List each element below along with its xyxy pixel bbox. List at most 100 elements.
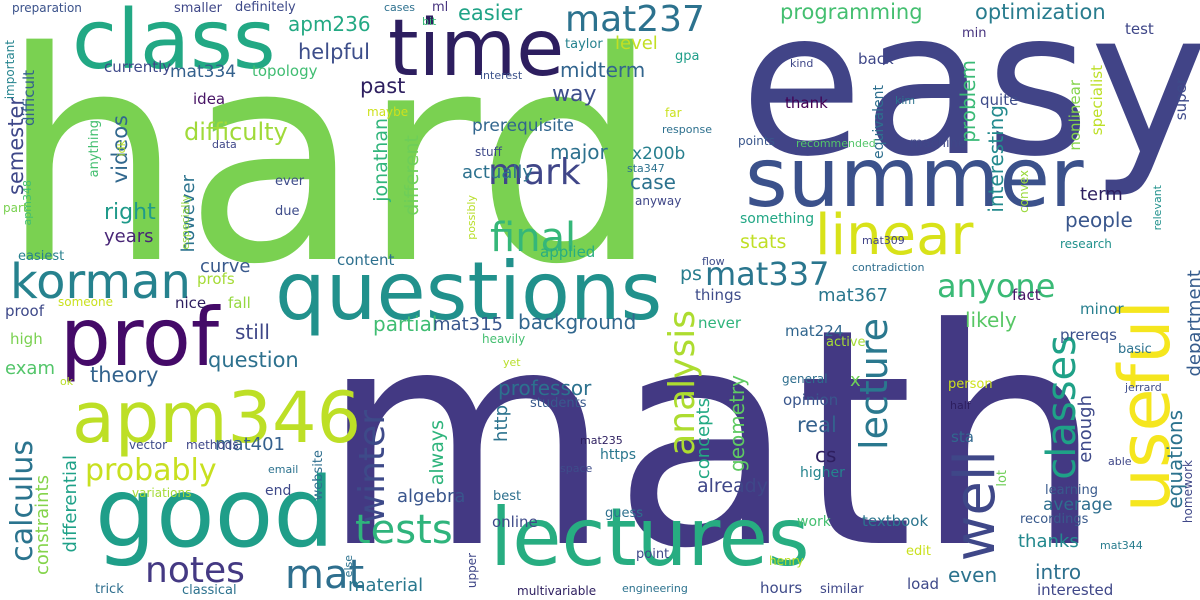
word-hours: hours <box>760 579 803 597</box>
word-fall: fall <box>228 294 251 312</box>
word-trick: trick <box>95 582 124 597</box>
word-mat: mat <box>285 552 365 598</box>
word-probably: probably <box>85 453 217 488</box>
word-cs: cs <box>815 443 837 467</box>
word-intro: intro <box>1035 560 1082 584</box>
word-anyone: anyone <box>937 267 1056 305</box>
word-ever: ever <box>275 174 305 189</box>
word-ml: ml <box>432 0 449 15</box>
word-easiest: easiest <box>18 249 65 264</box>
word-definitely: definitely <box>235 0 296 15</box>
word-online: online <box>492 513 538 531</box>
word-differential: differential <box>60 455 81 553</box>
word-data: data <box>212 138 237 151</box>
word-winter: winter <box>352 410 393 524</box>
word-relevant: relevant <box>1151 185 1164 231</box>
word-sta347: sta347 <box>627 162 665 175</box>
word-likely: likely <box>965 308 1017 332</box>
word-mat224: mat224 <box>785 322 844 340</box>
word-content: content <box>337 251 395 269</box>
word-half: half <box>950 399 971 412</box>
word-linear: linear <box>815 203 974 268</box>
word-textbook: textbook <box>862 512 929 530</box>
word-past: past <box>360 74 406 98</box>
word-time: time <box>388 4 565 94</box>
word-mark: mark <box>488 152 581 193</box>
word-gpa: gpa <box>675 49 700 64</box>
word-opinion: opinion <box>783 391 839 409</box>
word-work: work <box>797 514 831 530</box>
word-thanks: thanks <box>1018 531 1079 552</box>
word-profs: profs <box>197 270 235 288</box>
word-high: high <box>10 330 43 348</box>
word-case: case <box>630 170 676 194</box>
word-already: already <box>697 475 768 497</box>
word-problem: problem <box>956 60 980 143</box>
word-nice: nice <box>175 294 207 312</box>
word-homework: homework <box>1181 460 1195 524</box>
word-mat235: mat235 <box>580 434 623 447</box>
word-bit: bit <box>422 15 437 28</box>
word-background: background <box>518 310 637 334</box>
word-else: else <box>342 555 355 578</box>
word-prof: prof <box>60 291 220 384</box>
word-upper: upper <box>465 553 479 589</box>
word-well: well <box>943 450 1008 562</box>
word-classical: classical <box>182 583 237 598</box>
word-super: super <box>1172 78 1190 121</box>
word-due: due <box>275 204 300 219</box>
word-curve: curve <box>200 256 251 277</box>
word-ok: ok <box>60 375 74 388</box>
word-difficulty: difficulty <box>184 118 288 146</box>
word-tests: tests <box>355 507 453 553</box>
word-able: able <box>1108 455 1132 468</box>
word-http: http <box>491 405 512 442</box>
word-someone: someone <box>58 295 113 309</box>
word-something: something <box>740 211 815 227</box>
word-stats: stats <box>740 231 787 253</box>
word-min: min <box>962 26 987 41</box>
word-mat334: mat334 <box>170 62 237 82</box>
word-currently: currently <box>104 58 172 76</box>
word-always: always <box>426 420 448 486</box>
word-kim: kim <box>895 94 916 107</box>
word-mat367: mat367 <box>818 285 888 306</box>
word-important: important <box>3 40 17 100</box>
word-mat344: mat344 <box>1100 539 1143 552</box>
word-constraints: constraints <box>32 475 53 576</box>
word-prerequisite: prerequisite <box>472 116 574 136</box>
word-easier: easier <box>458 1 523 25</box>
word-recommended: recommended <box>796 137 876 150</box>
word-proof: proof <box>5 302 44 320</box>
word-ps: ps <box>680 263 702 285</box>
word-optimization: optimization <box>975 0 1106 24</box>
word-math: math <box>320 265 1104 600</box>
word-test: test <box>1125 20 1154 38</box>
word-response: response <box>662 123 712 136</box>
word-professor: professor <box>498 376 592 400</box>
word-possibly: possibly <box>465 195 478 240</box>
word-preparation: preparation <box>12 1 82 15</box>
word-lectures: lectures <box>490 491 810 584</box>
word-summer: summer <box>745 131 1084 226</box>
word-class: class <box>72 0 276 88</box>
word-similar: similar <box>820 582 864 597</box>
word-geometry: geometry <box>725 375 749 472</box>
word-taylor: taylor <box>565 37 603 52</box>
word-major: major <box>550 140 608 164</box>
word-higher: higher <box>800 465 845 481</box>
word-specialist: specialist <box>1088 65 1106 136</box>
word-https: https <box>600 447 637 463</box>
word-contradiction: contradiction <box>852 261 925 274</box>
word-minor: minor <box>1080 300 1124 318</box>
word-jonathan: jonathan <box>370 118 392 202</box>
word-back: back <box>858 50 894 68</box>
word-hard: hard <box>0 0 660 328</box>
word-final: final <box>490 215 577 261</box>
word-convex: convex <box>1017 170 1031 213</box>
word-concepts: concepts <box>693 398 714 480</box>
word-far: far <box>665 106 682 120</box>
word-especially: especially <box>179 195 192 250</box>
word-exam: exam <box>5 358 55 379</box>
word-edit: edit <box>906 544 931 559</box>
